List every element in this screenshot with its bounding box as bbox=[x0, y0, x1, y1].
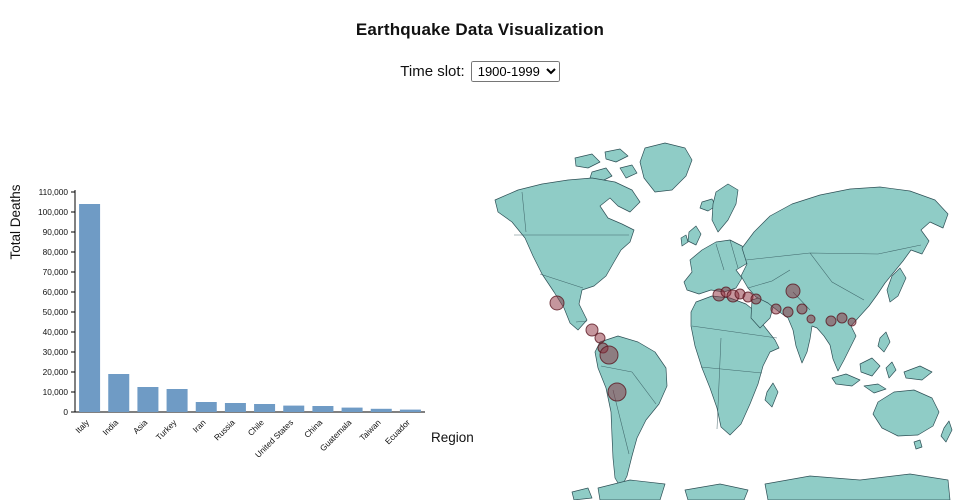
landmass-scandinavia bbox=[711, 183, 739, 233]
x-tick-label: Turkey bbox=[154, 417, 179, 442]
x-tick-label: Chile bbox=[246, 417, 267, 438]
y-tick-label: 60,000 bbox=[43, 287, 69, 297]
time-slot-label: Time slot: bbox=[400, 63, 465, 80]
landmass-north-america bbox=[494, 177, 641, 331]
x-tick-label: Ecuador bbox=[383, 417, 412, 446]
x-tick-label: Iran bbox=[190, 417, 207, 434]
y-tick-label: 70,000 bbox=[43, 267, 69, 277]
bar-italy bbox=[79, 204, 101, 412]
y-axis-title: Total Deaths bbox=[8, 184, 23, 259]
time-slot-control: Time slot: 1900-1999 bbox=[0, 61, 960, 82]
x-tick-label: Guatemala bbox=[318, 417, 354, 453]
time-slot-select[interactable]: 1900-1999 bbox=[470, 61, 560, 82]
earthquake-marker bbox=[806, 314, 816, 324]
landmass-iceland bbox=[699, 198, 717, 212]
bar-asia bbox=[137, 387, 159, 412]
x-tick-label: Russia bbox=[212, 417, 237, 442]
landmass-indonesia bbox=[831, 357, 933, 394]
earthquake-markers bbox=[549, 283, 857, 402]
bar-india bbox=[108, 374, 130, 412]
x-tick-label: India bbox=[100, 417, 120, 437]
landmass-new-zealand bbox=[913, 420, 953, 450]
earthquake-marker bbox=[607, 382, 627, 402]
landmass-madagascar bbox=[764, 382, 779, 408]
y-tick-label: 0 bbox=[63, 407, 68, 417]
landmass-africa bbox=[690, 295, 780, 436]
landmass-australia bbox=[872, 389, 940, 437]
landmass-antarctica bbox=[571, 473, 951, 500]
bar-chile bbox=[254, 404, 276, 412]
y-tick-label: 40,000 bbox=[43, 327, 69, 337]
earthquake-marker bbox=[750, 293, 762, 305]
x-tick-label: Taiwan bbox=[357, 417, 383, 443]
earthquake-marker bbox=[796, 303, 808, 315]
y-tick-label: 50,000 bbox=[43, 307, 69, 317]
bar-united-states bbox=[283, 405, 305, 412]
earthquake-marker bbox=[836, 312, 848, 324]
landmass-south-america bbox=[594, 335, 668, 489]
landmass-philippines bbox=[877, 331, 891, 353]
bar-russia bbox=[224, 403, 246, 412]
continents bbox=[494, 142, 953, 500]
landmass-japan bbox=[886, 267, 907, 303]
earthquake-marker bbox=[770, 303, 782, 315]
landmass-greenland bbox=[639, 142, 693, 193]
earthquake-marker bbox=[785, 283, 801, 299]
x-axis-title: Region bbox=[431, 430, 474, 445]
x-tick-label: China bbox=[302, 417, 325, 440]
bar-ecuador bbox=[399, 409, 421, 412]
earthquake-marker bbox=[549, 295, 565, 311]
country-borders bbox=[514, 191, 922, 455]
bar-iran bbox=[195, 402, 217, 412]
y-tick-label: 30,000 bbox=[43, 347, 69, 357]
earthquake-marker bbox=[847, 317, 857, 327]
x-tick-label: Italy bbox=[73, 417, 91, 435]
page-title: Earthquake Data Visualization bbox=[355, 20, 605, 39]
bar-china bbox=[312, 406, 334, 412]
landmass-british-isles bbox=[680, 225, 702, 247]
earthquake-marker bbox=[782, 306, 794, 318]
bar-guatemala bbox=[341, 407, 363, 412]
bar-chart: 0 10,000 20,000 30,000 40,000 50,000 60,000 70,… bbox=[8, 184, 474, 459]
bar-taiwan bbox=[370, 408, 392, 412]
y-tick-label: 100,000 bbox=[38, 207, 68, 217]
earthquake-marker bbox=[599, 345, 619, 365]
landmass-arctic-islands bbox=[574, 148, 638, 183]
x-tick-label: Asia bbox=[131, 417, 150, 436]
earthquake-marker bbox=[594, 332, 606, 344]
world-map bbox=[494, 142, 953, 500]
y-tick-label: 110,000 bbox=[39, 187, 69, 197]
y-tick-label: 80,000 bbox=[43, 247, 69, 257]
earthquake-marker bbox=[585, 323, 599, 337]
y-tick-label: 20,000 bbox=[43, 367, 69, 377]
bar-turkey bbox=[166, 389, 188, 412]
y-tick-label: 90,000 bbox=[43, 227, 69, 237]
y-tick-label: 10,000 bbox=[43, 387, 69, 397]
earthquake-marker bbox=[825, 315, 837, 327]
